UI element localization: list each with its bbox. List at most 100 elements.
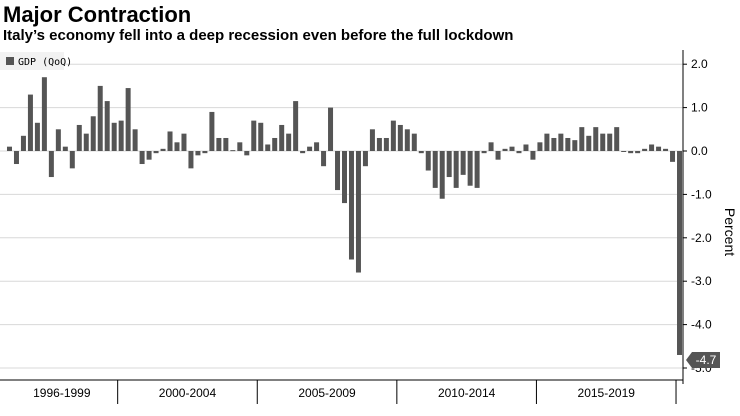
period-label: 2000-2004 (159, 386, 217, 400)
bar (362, 151, 368, 167)
bar-series (6, 77, 683, 355)
bar (223, 137, 229, 151)
bar (551, 137, 557, 151)
bar (76, 124, 82, 151)
bar (132, 129, 138, 151)
bar (90, 116, 96, 151)
bar (460, 151, 466, 175)
bar (502, 148, 508, 151)
bar (586, 135, 592, 151)
bar (439, 151, 445, 199)
bar (314, 142, 320, 151)
bar (544, 133, 550, 151)
bar (411, 133, 417, 151)
bar (404, 129, 410, 151)
bar (48, 151, 54, 178)
bar (663, 148, 669, 151)
bar (55, 129, 61, 151)
bar (216, 137, 222, 151)
bar (355, 151, 361, 273)
bar (495, 151, 501, 160)
bar (488, 142, 494, 151)
bar (383, 137, 389, 151)
bar (579, 127, 585, 151)
bar (209, 111, 215, 151)
bar (523, 144, 529, 151)
bar (286, 133, 292, 151)
period-label: 2015-2019 (578, 386, 636, 400)
bar (453, 151, 459, 188)
bar (13, 151, 19, 165)
bar (307, 146, 313, 151)
y-axis-label: Percent (722, 208, 738, 256)
bar (20, 135, 26, 151)
bar (432, 151, 438, 188)
bar (614, 127, 620, 151)
bar (621, 151, 627, 152)
chart-subtitle: Italy’s economy fell into a deep recessi… (3, 27, 514, 44)
bar (83, 133, 89, 151)
bar (167, 131, 173, 151)
period-label: 2005-2009 (298, 386, 356, 400)
bar (27, 94, 33, 151)
bar (104, 101, 110, 151)
bar (537, 142, 543, 151)
bar (118, 120, 124, 151)
bar (174, 142, 180, 151)
bar (656, 146, 662, 151)
bar (139, 151, 145, 165)
bar (600, 133, 606, 151)
chart-title: Major Contraction (3, 2, 192, 27)
bar (369, 129, 375, 151)
callout-label: -4.7 (696, 353, 717, 367)
bar (425, 151, 431, 171)
bar (607, 133, 613, 151)
bar (328, 107, 334, 151)
bar (244, 151, 250, 156)
bar (272, 137, 278, 151)
value-callout: -4.7 (686, 351, 720, 368)
bar (467, 151, 473, 186)
bar (279, 124, 285, 151)
bar (649, 144, 655, 151)
y-tick-label: 0.0 (691, 144, 708, 158)
bar (111, 122, 117, 151)
bar (188, 151, 194, 169)
bar (153, 151, 159, 154)
bar (530, 151, 536, 160)
y-tick-label: 2.0 (691, 57, 708, 71)
bar (181, 133, 187, 151)
period-label: 2010-2014 (438, 386, 496, 400)
bar (565, 137, 571, 151)
legend-swatch (6, 57, 14, 65)
bar (125, 88, 131, 151)
y-tick-label: 1.0 (691, 101, 708, 115)
bar (202, 151, 208, 154)
bar (572, 140, 578, 151)
period-label: 1996-1999 (33, 386, 91, 400)
bar (258, 122, 264, 151)
bar (34, 122, 40, 151)
axes (0, 50, 684, 384)
bar (342, 151, 347, 204)
callout-box (686, 351, 720, 368)
bar (418, 151, 424, 154)
bar (321, 151, 327, 167)
bar (41, 77, 47, 151)
bar (62, 146, 68, 151)
bar (265, 144, 271, 151)
bar (335, 151, 341, 191)
bar (146, 151, 152, 160)
bar (509, 146, 515, 151)
bar (160, 148, 166, 151)
bar (6, 146, 12, 151)
bar (677, 151, 683, 355)
bar (348, 151, 354, 260)
bar (558, 133, 564, 151)
bar (642, 148, 648, 151)
bar (446, 151, 452, 178)
bar (376, 137, 382, 151)
bar (390, 120, 396, 151)
